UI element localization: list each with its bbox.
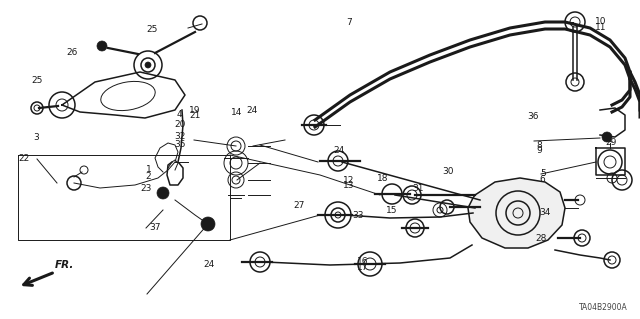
Text: 34: 34 [540, 208, 551, 217]
Text: FR.: FR. [55, 260, 74, 270]
Text: 24: 24 [246, 106, 257, 115]
Text: 29: 29 [605, 138, 617, 147]
Text: 13: 13 [343, 181, 355, 190]
Circle shape [157, 187, 169, 199]
Circle shape [97, 41, 107, 51]
Text: 28: 28 [535, 234, 547, 243]
Text: 25: 25 [31, 76, 43, 85]
Text: 20: 20 [174, 120, 186, 129]
Text: 12: 12 [343, 176, 355, 185]
Text: 26: 26 [66, 48, 77, 57]
Text: 22: 22 [19, 154, 30, 163]
Text: 6: 6 [540, 175, 545, 184]
Text: 7: 7 [346, 19, 351, 27]
Text: 9: 9 [537, 146, 542, 155]
Text: 19: 19 [189, 106, 201, 115]
Text: TA04B2900A: TA04B2900A [579, 303, 628, 312]
Text: 5: 5 [540, 169, 545, 178]
Text: 30: 30 [442, 167, 454, 176]
Text: 10: 10 [595, 17, 606, 26]
Text: 8: 8 [537, 141, 542, 150]
Text: 4: 4 [177, 110, 182, 119]
Circle shape [602, 132, 612, 142]
Text: 36: 36 [527, 112, 539, 121]
Text: 21: 21 [189, 111, 201, 120]
Text: 18: 18 [377, 174, 388, 182]
Text: 35: 35 [174, 140, 186, 149]
Text: 37: 37 [149, 223, 161, 232]
Text: 3: 3 [34, 133, 39, 142]
Circle shape [201, 217, 215, 231]
Text: 25: 25 [146, 25, 157, 34]
Polygon shape [468, 178, 565, 248]
Text: 1: 1 [146, 165, 151, 174]
Text: 33: 33 [353, 211, 364, 220]
Text: 2: 2 [146, 172, 151, 181]
Text: 24: 24 [333, 146, 345, 155]
Text: 31: 31 [412, 184, 424, 193]
Text: 17: 17 [357, 263, 369, 271]
Circle shape [145, 62, 151, 68]
Text: 23: 23 [140, 184, 152, 193]
Text: 16: 16 [357, 257, 369, 266]
Text: 27: 27 [293, 201, 305, 210]
Text: 14: 14 [231, 108, 243, 117]
Text: 15: 15 [386, 206, 397, 215]
Text: 11: 11 [595, 23, 606, 32]
Text: 24: 24 [203, 260, 214, 269]
Text: 32: 32 [174, 132, 186, 141]
